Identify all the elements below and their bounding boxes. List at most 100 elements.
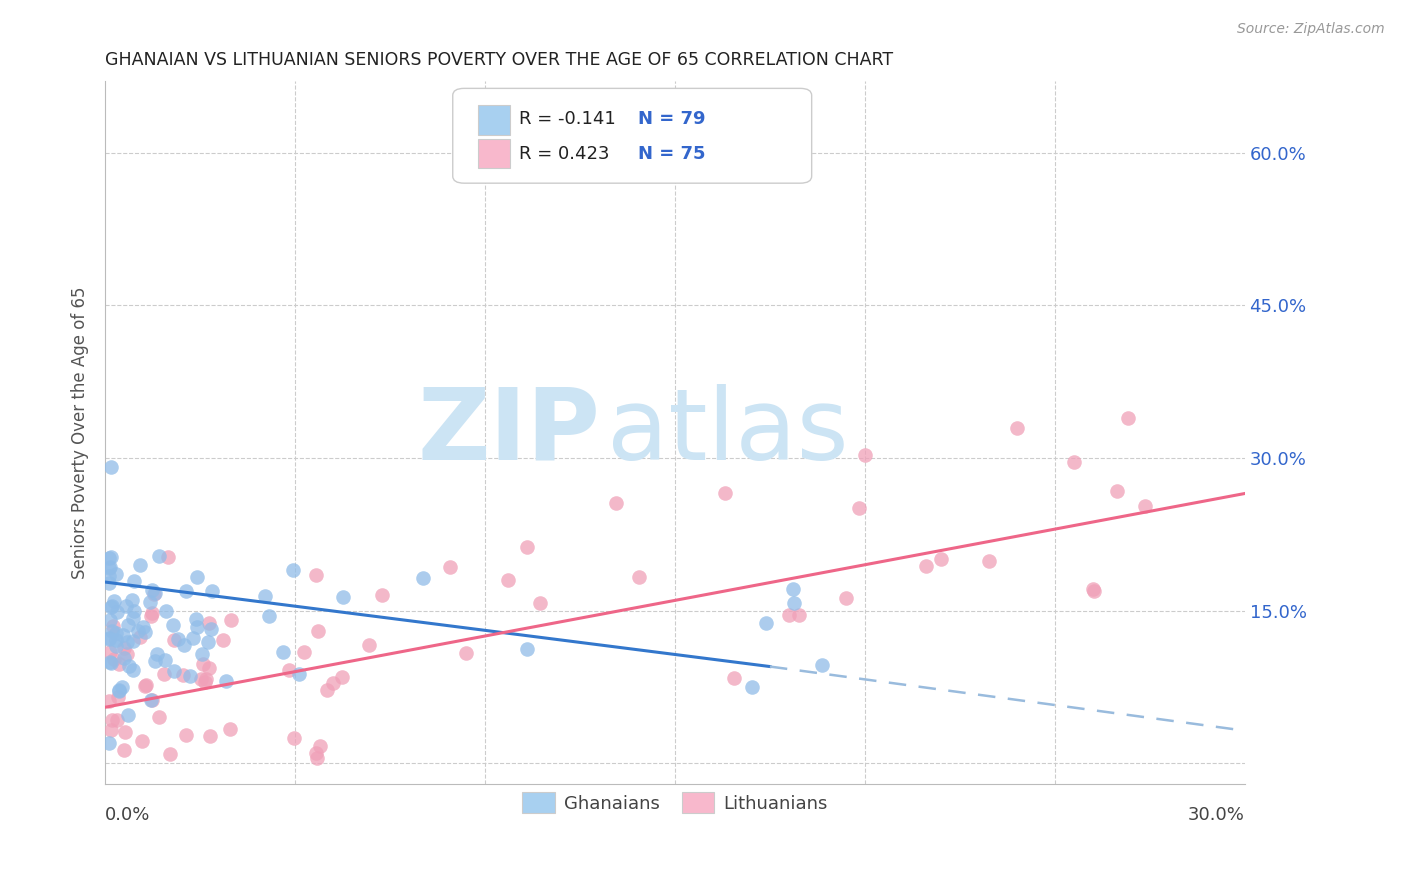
Point: [305, 751, 328, 765]
Point: [108, 683, 131, 698]
Point: [214, 674, 236, 689]
Point: [101, 713, 124, 727]
Point: [191, 647, 214, 661]
Point: [141, 582, 163, 597]
Point: [287, 667, 309, 681]
Point: [101, 624, 124, 638]
Point: [181, 632, 204, 646]
Point: [141, 606, 163, 620]
Text: Source: ZipAtlas.com: Source: ZipAtlas.com: [1237, 22, 1385, 37]
Point: [128, 630, 150, 644]
Point: [848, 500, 870, 515]
Point: [723, 671, 745, 685]
Point: [122, 604, 145, 618]
Point: [162, 618, 184, 632]
Point: [307, 624, 329, 639]
Point: [330, 669, 353, 683]
Point: [357, 639, 380, 653]
Point: [98, 694, 121, 708]
Point: [117, 648, 139, 662]
Point: [516, 540, 538, 554]
Point: [439, 559, 461, 574]
Point: [219, 613, 242, 627]
Point: [100, 723, 122, 737]
Point: [98, 631, 121, 645]
Text: GHANAIAN VS LITHUANIAN SENIORS POVERTY OVER THE AGE OF 65 CORRELATION CHART: GHANAIAN VS LITHUANIAN SENIORS POVERTY O…: [105, 51, 893, 69]
Point: [104, 639, 127, 653]
Point: [179, 668, 201, 682]
Point: [1118, 410, 1140, 425]
Point: [98, 655, 121, 669]
Point: [98, 645, 121, 659]
Point: [810, 658, 832, 673]
Point: [853, 448, 876, 462]
Point: [741, 680, 763, 694]
Point: [172, 667, 194, 681]
Point: [979, 554, 1001, 568]
Text: atlas: atlas: [606, 384, 848, 481]
Point: [134, 679, 156, 693]
Point: [783, 595, 806, 609]
Point: [111, 628, 134, 642]
Point: [173, 638, 195, 652]
Point: [1063, 455, 1085, 469]
Point: [283, 731, 305, 745]
Point: [104, 566, 127, 581]
Point: [1083, 583, 1105, 598]
Point: [98, 613, 121, 627]
Point: [174, 584, 197, 599]
Point: [163, 664, 186, 678]
Point: [98, 560, 121, 574]
Point: [195, 672, 218, 686]
Point: [778, 607, 800, 622]
Point: [257, 609, 280, 624]
Point: [915, 558, 938, 573]
Point: [198, 615, 221, 630]
Point: [135, 678, 157, 692]
Point: [322, 675, 344, 690]
Point: [129, 558, 152, 572]
Point: [174, 728, 197, 742]
Point: [103, 593, 125, 607]
Point: [143, 587, 166, 601]
Point: [100, 599, 122, 614]
Point: [454, 646, 477, 660]
Text: N = 79: N = 79: [638, 111, 706, 128]
Point: [139, 595, 162, 609]
Point: [294, 645, 316, 659]
Point: [198, 661, 221, 675]
Point: [107, 690, 129, 704]
Point: [143, 654, 166, 668]
Point: [929, 551, 952, 566]
Point: [112, 651, 135, 665]
Point: [782, 582, 804, 596]
Point: [115, 634, 138, 648]
Point: [835, 591, 858, 606]
Point: [184, 612, 207, 626]
Point: [114, 725, 136, 739]
Point: [108, 683, 131, 698]
Point: [139, 693, 162, 707]
Point: [103, 652, 125, 666]
Point: [1133, 500, 1156, 514]
Point: [332, 590, 354, 604]
Point: [122, 611, 145, 625]
Point: [105, 605, 128, 619]
Point: [98, 561, 121, 575]
Point: [141, 693, 163, 707]
Point: [516, 641, 538, 656]
Point: [98, 632, 121, 646]
Point: [98, 736, 121, 750]
Text: 30.0%: 30.0%: [1188, 806, 1244, 824]
Point: [131, 620, 153, 634]
Point: [103, 619, 125, 633]
Text: N = 75: N = 75: [638, 145, 706, 162]
Point: [105, 632, 128, 647]
Text: R = 0.423: R = 0.423: [519, 145, 609, 162]
Text: ZIP: ZIP: [418, 384, 600, 481]
Point: [100, 549, 122, 564]
Point: [122, 634, 145, 648]
Point: [153, 667, 176, 681]
Point: [98, 575, 121, 590]
Point: [316, 683, 339, 698]
